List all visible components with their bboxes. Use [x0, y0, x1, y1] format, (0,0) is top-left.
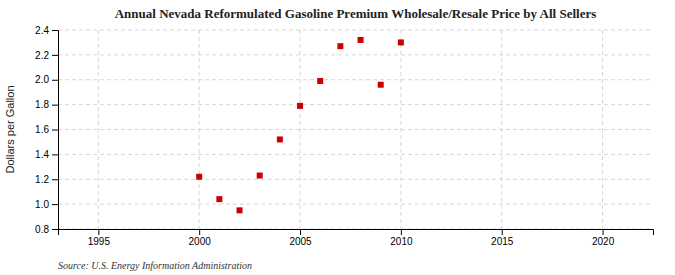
tick-mark [52, 30, 58, 31]
tick: 2.0 [35, 74, 58, 85]
tick: 1.8 [35, 99, 58, 110]
tick: 1.2 [35, 174, 58, 185]
tick-mark [52, 154, 58, 155]
tick-mark [52, 179, 58, 180]
tick-label: 1.0 [35, 199, 49, 210]
tick-label: 2.2 [35, 50, 49, 61]
point [358, 37, 364, 43]
tick: 1.4 [35, 149, 58, 160]
tick-label: 1.4 [35, 149, 49, 160]
tick-mark [52, 55, 58, 56]
tick-mark [52, 80, 58, 81]
grid-line [501, 30, 502, 229]
point [297, 103, 303, 109]
tick-mark [502, 229, 503, 235]
tick-label: 0.8 [35, 224, 49, 235]
tick-mark [401, 229, 402, 235]
grid-line [58, 129, 653, 130]
tick: 2.4 [35, 25, 58, 36]
tick-label: 2.0 [35, 74, 49, 85]
points [196, 37, 404, 213]
tick-mark [52, 105, 58, 106]
y-axis: 0.8 1.0 1.2 1.4 1.6 1.8 2.0 2.2 2.4 [35, 25, 58, 235]
tick-label: 2015 [491, 236, 514, 247]
tick: 2015 [491, 229, 514, 247]
tick-mark [300, 229, 301, 235]
chart: 1995 2000 2005 2010 2015 2020 0.8 1.0 1.2 1.4 1.6 1… [0, 0, 675, 275]
tick-label: 2005 [289, 236, 312, 247]
tick-label: 2.4 [35, 25, 49, 36]
grid-line [58, 54, 653, 55]
tick-mark [52, 229, 58, 230]
grid-line [58, 204, 653, 205]
tick: 2020 [592, 229, 615, 247]
grid-line [58, 79, 653, 80]
tick-label: 2000 [189, 236, 212, 247]
grid-line [400, 30, 401, 229]
title: Annual Nevada Reformulated Gasoline Prem… [115, 6, 597, 21]
plot-area: 1995 2000 2005 2010 2015 2020 0.8 1.0 1.2 1.4 1.6 1… [35, 25, 653, 247]
grid-line [58, 104, 653, 105]
tick-label: 2020 [592, 236, 615, 247]
tick-mark [199, 229, 200, 235]
grid-line [300, 30, 301, 229]
point [398, 39, 404, 45]
y-axis-title: Dollars per Gallon [4, 85, 16, 173]
tick: 2005 [289, 229, 312, 247]
tick-mark [52, 204, 58, 205]
tick-label: 1995 [88, 236, 111, 247]
grid-line [602, 30, 603, 229]
point [378, 82, 384, 88]
grid-line [58, 30, 653, 31]
source: Source: U.S. Energy Information Administ… [58, 260, 252, 271]
tick: 2010 [390, 229, 413, 247]
tick: 0.8 [35, 224, 58, 235]
tick-mark [603, 229, 604, 235]
tick: 2000 [189, 229, 212, 247]
axis-line [52, 31, 59, 230]
tick: 1.6 [35, 124, 58, 135]
tick: 1.0 [35, 199, 58, 210]
tick-mark [98, 229, 99, 235]
tick-label: 2010 [390, 236, 413, 247]
tick-label: 1.8 [35, 99, 49, 110]
point [216, 196, 222, 202]
point [277, 136, 283, 142]
tick: 2.2 [35, 50, 58, 61]
grid-line [199, 30, 200, 229]
x-axis: 1995 2000 2005 2010 2015 2020 [59, 229, 654, 247]
tick-label: 1.2 [35, 174, 49, 185]
tick-label: 1.6 [35, 124, 49, 135]
point [337, 43, 343, 49]
point [237, 207, 243, 213]
point [196, 174, 202, 180]
axis-line [59, 230, 654, 236]
grid-line [58, 154, 653, 155]
point [257, 173, 263, 179]
grid-line [98, 30, 99, 229]
tick: 1995 [88, 229, 111, 247]
grid [58, 30, 653, 229]
grid-line [58, 179, 653, 180]
point [317, 78, 323, 84]
tick-mark [52, 130, 58, 131]
